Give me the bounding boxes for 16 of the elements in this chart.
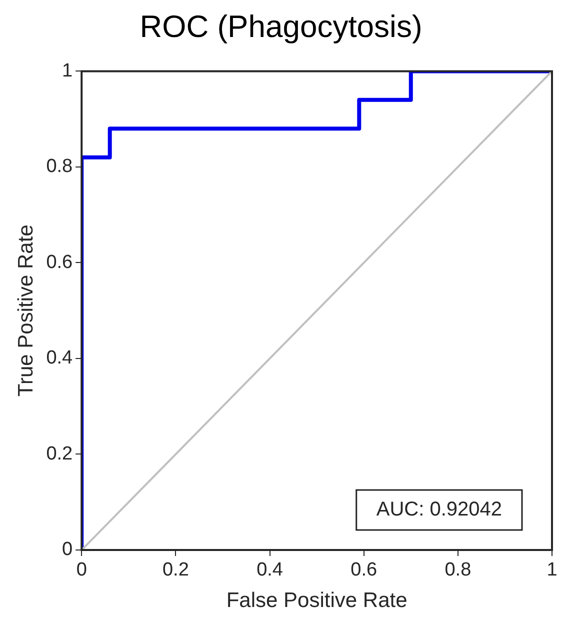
y-tick-label: 0.6	[46, 252, 73, 273]
y-axis-title: True Positive Rate	[14, 224, 38, 397]
x-axis-title: False Positive Rate	[226, 589, 408, 612]
annotation: AUC: 0.92042	[376, 498, 502, 521]
chart-title: ROC (Phagocytosis)	[140, 9, 422, 44]
y-tick-label: 0.4	[46, 348, 74, 369]
x-tick-label: 0	[76, 560, 87, 581]
y-tick-label: 1	[62, 60, 73, 82]
y-tick-label: 0.2	[46, 443, 73, 464]
x-tick-label: 0.6	[350, 560, 378, 581]
x-tick-label: 0.8	[444, 560, 472, 581]
x-tick-label: 1	[546, 560, 558, 581]
x-tick-label: 0.2	[162, 560, 189, 581]
y-tick-label: 0.8	[46, 156, 73, 178]
y-tick-label: 0	[62, 539, 73, 560]
x-tick-label: 0.4	[256, 560, 284, 581]
